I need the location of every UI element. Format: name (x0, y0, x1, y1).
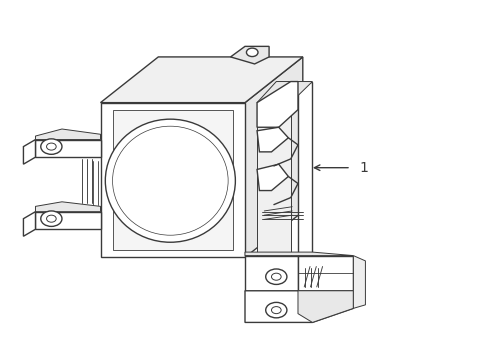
Polygon shape (298, 291, 353, 323)
Circle shape (246, 48, 258, 57)
Circle shape (271, 273, 281, 280)
Circle shape (266, 302, 287, 318)
Polygon shape (100, 57, 303, 103)
Polygon shape (245, 57, 303, 257)
Ellipse shape (105, 119, 235, 242)
Polygon shape (113, 110, 233, 250)
Polygon shape (231, 46, 269, 64)
Polygon shape (298, 81, 313, 257)
Circle shape (47, 143, 56, 150)
Polygon shape (100, 103, 245, 257)
Polygon shape (24, 212, 35, 236)
Polygon shape (35, 129, 100, 140)
Polygon shape (245, 291, 353, 323)
Polygon shape (257, 81, 291, 257)
Circle shape (41, 211, 62, 226)
Polygon shape (257, 81, 313, 103)
Polygon shape (35, 202, 100, 212)
Polygon shape (24, 140, 35, 164)
Ellipse shape (113, 126, 228, 235)
Circle shape (266, 269, 287, 284)
Text: 1: 1 (360, 161, 368, 175)
Polygon shape (35, 140, 100, 157)
Polygon shape (245, 252, 353, 256)
Polygon shape (257, 164, 288, 190)
Circle shape (47, 215, 56, 222)
Circle shape (271, 307, 281, 314)
Polygon shape (257, 127, 288, 152)
Circle shape (41, 139, 62, 154)
Polygon shape (353, 256, 366, 309)
Polygon shape (298, 256, 353, 291)
Polygon shape (245, 256, 298, 291)
Polygon shape (35, 212, 100, 229)
Polygon shape (257, 81, 298, 127)
